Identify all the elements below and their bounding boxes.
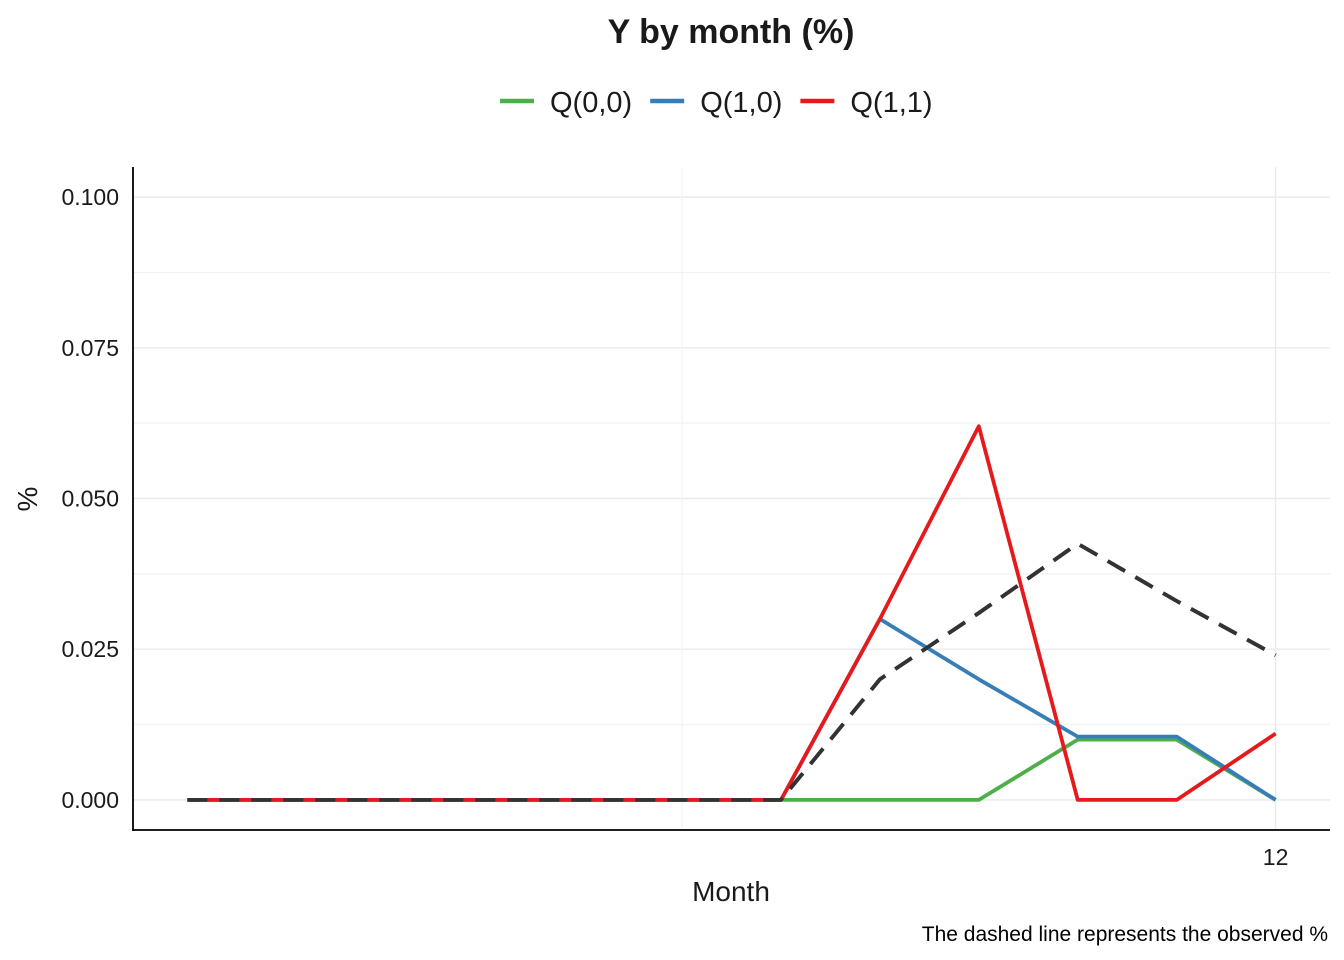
series-line-q-1-1 <box>187 424 1277 802</box>
y-tick-label: 0.050 <box>61 486 119 512</box>
observed-dashed-line <box>187 541 1277 802</box>
grid <box>133 167 1330 830</box>
y-tick-label: 0.025 <box>61 636 119 662</box>
chart-caption: The dashed line represents the observed … <box>922 923 1328 946</box>
chart-title: Y by month (%) <box>608 13 855 51</box>
legend-item: Q(1,0) <box>650 87 782 119</box>
y-tick-labels: 0.000 0.025 0.050 0.075 0.100 <box>61 184 119 813</box>
y-axis-label: % <box>12 487 43 512</box>
series-layer <box>187 424 1277 802</box>
observed-dashed-line-overlay <box>187 541 1277 802</box>
legend-label: Q(1,0) <box>700 87 782 119</box>
y-tick-label: 0.075 <box>61 335 119 361</box>
legend: Q(0,0) Q(1,0) Q(1,1) <box>500 87 933 119</box>
series-line-q-1-0 <box>187 617 1277 802</box>
legend-label: Q(0,0) <box>550 87 632 119</box>
legend-label: Q(1,1) <box>850 87 932 119</box>
x-tick-label: 12 <box>1263 844 1289 870</box>
legend-item: Q(1,1) <box>800 87 933 119</box>
x-axis-label: Month <box>692 876 770 907</box>
x-tick-labels: 12 <box>1263 844 1289 870</box>
y-tick-label: 0.000 <box>61 787 119 813</box>
series-line-q-0-0 <box>187 737 1277 802</box>
legend-item: Q(0,0) <box>500 87 632 119</box>
y-tick-label: 0.100 <box>61 184 119 210</box>
